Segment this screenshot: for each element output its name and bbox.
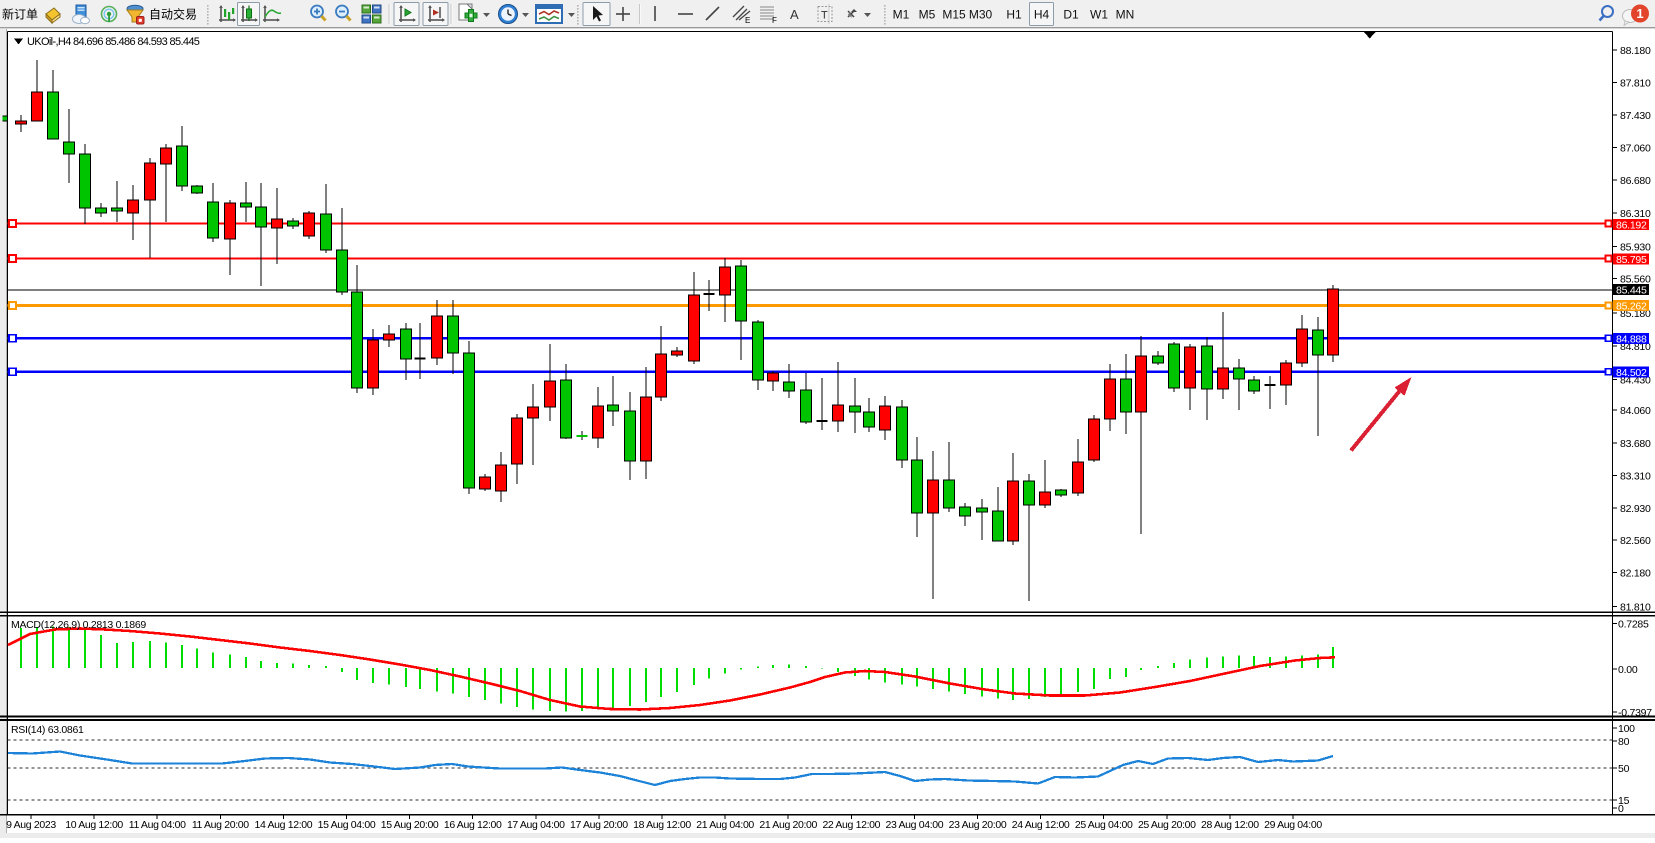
svg-text:11 Aug 20:00: 11 Aug 20:00: [192, 819, 249, 831]
svg-text:87.060: 87.060: [1620, 143, 1651, 155]
svg-text:24 Aug 12:00: 24 Aug 12:00: [1012, 819, 1070, 831]
svg-text:0: 0: [1618, 803, 1624, 815]
svg-text:18 Aug 12:00: 18 Aug 12:00: [633, 819, 691, 831]
svg-text:29 Aug 04:00: 29 Aug 04:00: [1264, 819, 1322, 831]
svg-text:84.502: 84.502: [1616, 367, 1647, 379]
svg-text:15: 15: [1618, 795, 1630, 807]
svg-text:85.560: 85.560: [1620, 274, 1651, 286]
svg-text:85.445: 85.445: [1616, 285, 1647, 297]
svg-text:86.310: 86.310: [1620, 208, 1651, 220]
svg-text:100: 100: [1618, 723, 1635, 735]
svg-text:25 Aug 20:00: 25 Aug 20:00: [1138, 819, 1196, 831]
svg-text:15 Aug 20:00: 15 Aug 20:00: [381, 819, 439, 831]
svg-text:RSI(14) 63.0861: RSI(14) 63.0861: [11, 724, 84, 736]
svg-text:M5: M5: [919, 8, 936, 22]
svg-text:83.310: 83.310: [1620, 471, 1651, 483]
svg-text:0.7285: 0.7285: [1618, 619, 1649, 631]
svg-text:A: A: [790, 7, 799, 22]
svg-text:17 Aug 04:00: 17 Aug 04:00: [507, 819, 565, 831]
svg-text:14 Aug 12:00: 14 Aug 12:00: [255, 819, 313, 831]
svg-text:UKOil-,H4 84.696 85.486 84.59: UKOil-,H4 84.696 85.486 84.593 85.445: [27, 36, 200, 48]
svg-text:17 Aug 20:00: 17 Aug 20:00: [570, 819, 628, 831]
svg-text:H1: H1: [1006, 8, 1022, 22]
svg-text:W1: W1: [1090, 8, 1108, 22]
svg-text:88.180: 88.180: [1620, 45, 1651, 57]
svg-text:9 Aug 2023: 9 Aug 2023: [6, 819, 56, 831]
svg-text:15 Aug 04:00: 15 Aug 04:00: [318, 819, 376, 831]
svg-text:21 Aug 20:00: 21 Aug 20:00: [759, 819, 817, 831]
svg-text:21 Aug 04:00: 21 Aug 04:00: [696, 819, 754, 831]
svg-text:85.180: 85.180: [1620, 308, 1651, 320]
svg-text:23 Aug 20:00: 23 Aug 20:00: [949, 819, 1007, 831]
svg-text:84.060: 84.060: [1620, 405, 1651, 417]
svg-text:16 Aug 12:00: 16 Aug 12:00: [444, 819, 502, 831]
svg-text:0.00: 0.00: [1618, 664, 1638, 676]
svg-text:80: 80: [1618, 736, 1630, 748]
svg-text:87.430: 87.430: [1620, 110, 1651, 122]
svg-text:D1: D1: [1063, 8, 1079, 22]
svg-text:1: 1: [1636, 6, 1643, 21]
svg-text:86.680: 86.680: [1620, 175, 1651, 187]
svg-text:85.262: 85.262: [1616, 300, 1647, 312]
svg-text:M1: M1: [893, 8, 910, 22]
svg-text:85.930: 85.930: [1620, 242, 1651, 254]
svg-text:86.192: 86.192: [1616, 219, 1647, 231]
svg-text:22 Aug 12:00: 22 Aug 12:00: [822, 819, 880, 831]
svg-text:83.680: 83.680: [1620, 438, 1651, 450]
svg-text:50: 50: [1618, 763, 1630, 775]
svg-text:25 Aug 04:00: 25 Aug 04:00: [1075, 819, 1133, 831]
svg-text:自动交易: 自动交易: [149, 7, 197, 22]
svg-text:-0.7397: -0.7397: [1618, 707, 1652, 719]
svg-text:M15: M15: [942, 8, 966, 22]
svg-text:11 Aug 04:00: 11 Aug 04:00: [129, 819, 186, 831]
svg-text:E: E: [745, 16, 750, 25]
svg-text:H4: H4: [1034, 8, 1050, 22]
svg-text:84.888: 84.888: [1616, 333, 1647, 345]
svg-text:M30: M30: [969, 8, 993, 22]
svg-text:23 Aug 04:00: 23 Aug 04:00: [886, 819, 944, 831]
svg-text:84.810: 84.810: [1620, 341, 1651, 353]
svg-text:新订单: 新订单: [2, 7, 38, 22]
svg-text:28 Aug 12:00: 28 Aug 12:00: [1201, 819, 1259, 831]
svg-text:87.810: 87.810: [1620, 78, 1651, 90]
svg-text:F: F: [772, 16, 777, 25]
svg-text:82.180: 82.180: [1620, 568, 1651, 580]
svg-text:84.430: 84.430: [1620, 375, 1651, 387]
svg-text:81.810: 81.810: [1620, 602, 1651, 614]
svg-text:T: T: [821, 10, 828, 22]
svg-text:MN: MN: [1116, 8, 1135, 22]
svg-text:82.930: 82.930: [1620, 503, 1651, 515]
svg-text:10 Aug 12:00: 10 Aug 12:00: [65, 819, 123, 831]
svg-text:82.560: 82.560: [1620, 535, 1651, 547]
svg-text:85.795: 85.795: [1616, 254, 1647, 266]
svg-text:MACD(12,26,9) 0.2813 0.1869: MACD(12,26,9) 0.2813 0.1869: [11, 619, 146, 631]
